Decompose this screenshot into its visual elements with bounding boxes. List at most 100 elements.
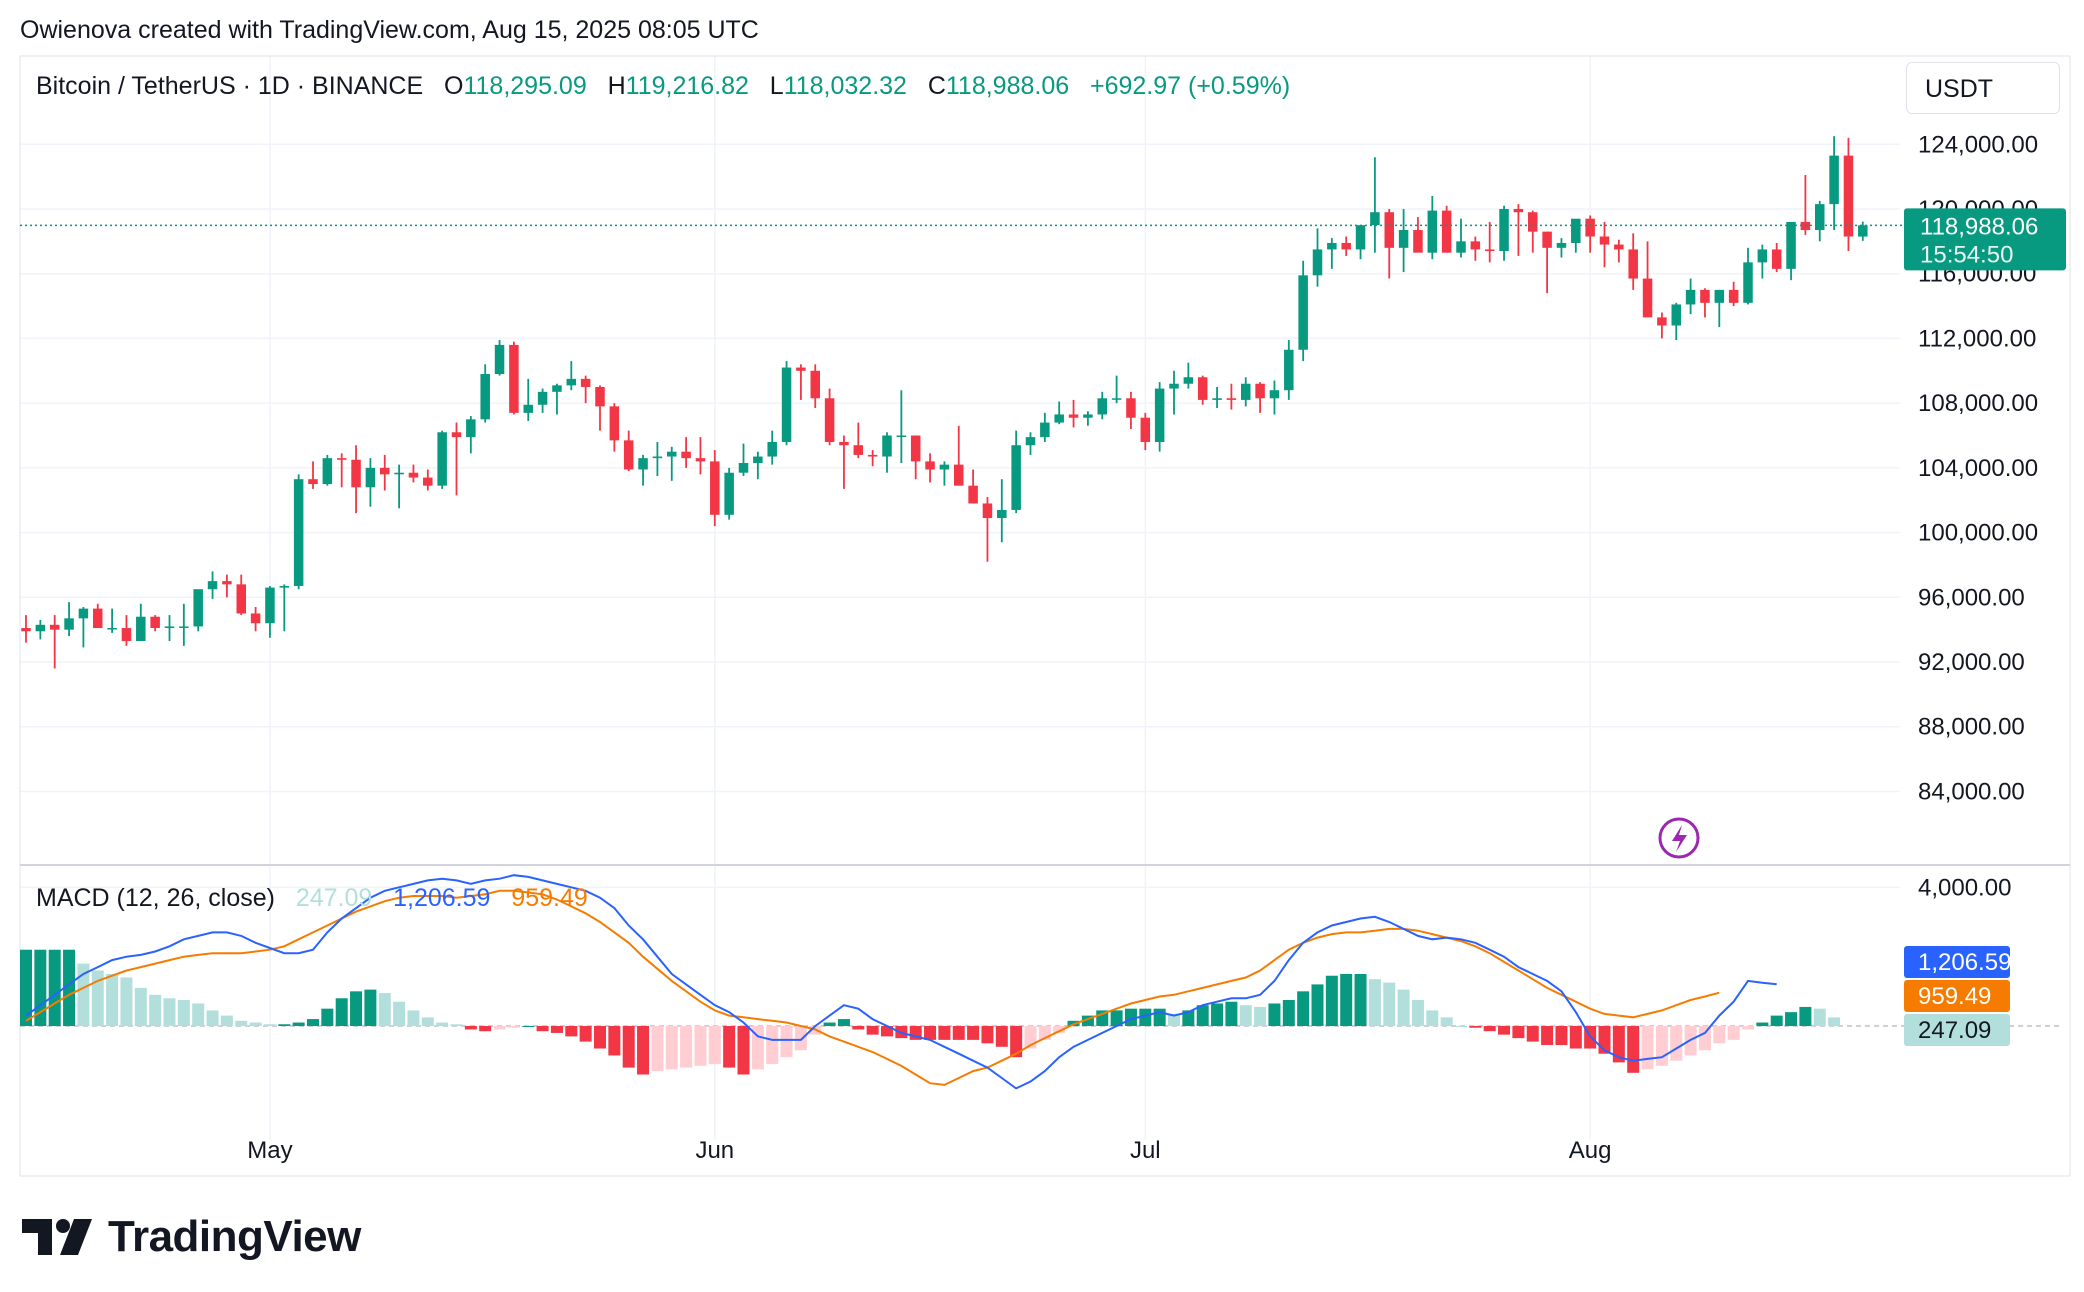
tradingview-logo[interactable]: TradingView: [22, 1212, 361, 1262]
macd-histogram-tag-bg: [1904, 1014, 2010, 1046]
macd-histogram-tag-text: 247.09: [1918, 1017, 1991, 1044]
candle-body: [78, 608, 89, 619]
macd-indicator-name[interactable]: MACD (12, 26, close): [36, 884, 275, 912]
macd-histogram-bar: [63, 949, 76, 1026]
macd-histogram-bar: [1799, 1006, 1812, 1026]
macd-histogram-bar: [1110, 1010, 1123, 1026]
candle-body: [1542, 231, 1552, 248]
macd-histogram-bar: [106, 974, 119, 1026]
macd-histogram-bar: [450, 1024, 463, 1026]
macd-line-tag-bg: [1904, 946, 2010, 978]
candle-body: [408, 472, 419, 478]
macd-histogram-bar: [364, 989, 377, 1026]
candle-body: [437, 432, 447, 486]
candle-body: [1642, 278, 1653, 318]
macd-histogram-bar: [924, 1026, 937, 1040]
last-price-tag-bg: [1904, 208, 2066, 271]
macd-histogram-bar: [536, 1026, 549, 1032]
macd-histogram-bar: [1742, 1026, 1754, 1030]
macd-histogram-bar: [608, 1026, 621, 1056]
macd-histogram-bar: [1168, 1013, 1180, 1026]
macd-signal-tag-bg: [1904, 980, 2010, 1012]
candle-body: [1599, 236, 1610, 245]
macd-histogram-bar: [1612, 1026, 1625, 1063]
lightning-icon[interactable]: [1658, 817, 1700, 859]
macd-histogram-bar: [292, 1022, 305, 1026]
price-axis[interactable]: 84,000.00 88,000.00 92,000.00 96,000.00 100,…: [1918, 131, 2038, 1040]
macd-histogram-bar: [1713, 1026, 1726, 1044]
macd-histogram-bar: [407, 1010, 420, 1026]
macd-line: [25, 874, 1777, 1090]
candle-body: [609, 406, 620, 441]
macd-histogram-bar: [881, 1026, 893, 1037]
macd-histogram-bar: [967, 1026, 980, 1040]
candle-body: [1499, 208, 1509, 252]
currency-selector[interactable]: USDT: [1906, 62, 2060, 114]
candle-body: [810, 370, 820, 399]
macd-histogram-bar: [680, 1026, 693, 1068]
candle-body: [1628, 249, 1638, 279]
macd-histogram-bar: [938, 1026, 951, 1040]
candle-body: [753, 456, 763, 464]
candle-body: [1169, 383, 1179, 389]
symbol-legend[interactable]: Bitcoin / TetherUS · 1D · BINANCE O118,2…: [36, 72, 1290, 101]
candle-body: [767, 441, 777, 457]
macd-histogram-bar: [594, 1026, 606, 1049]
macd-histogram-bar: [1254, 1006, 1267, 1026]
candle-body: [1427, 210, 1438, 253]
high-label: H: [607, 72, 626, 100]
close-label: C: [927, 72, 946, 100]
candle-body: [1255, 383, 1265, 399]
macd-histogram-bar: [493, 1026, 506, 1030]
macd-histogram-bar: [350, 991, 363, 1026]
candle-body: [49, 624, 60, 630]
macd-histogram-bar: [378, 993, 391, 1026]
candle-body: [954, 464, 964, 486]
candle-body: [710, 461, 720, 515]
candle-body: [882, 435, 892, 457]
macd-histogram-bar: [1756, 1022, 1769, 1026]
candle-body: [1212, 398, 1222, 400]
macd-histogram-bar: [1411, 1000, 1424, 1026]
macd-histogram-bar: [1268, 1003, 1281, 1026]
macd-histogram-bar: [249, 1022, 262, 1026]
macd-histogram-bar: [1569, 1026, 1582, 1049]
macd-histogram-bar: [565, 1026, 578, 1037]
symbol-name[interactable]: Bitcoin / TetherUS · 1D · BINANCE: [36, 72, 424, 100]
candle-body: [1757, 249, 1768, 263]
candle-body: [365, 467, 376, 488]
macd-signal-value: 959.49: [511, 884, 588, 912]
candle-body: [1298, 275, 1308, 350]
candle-body: [1269, 390, 1280, 399]
countdown-timer: 15:54:50: [1920, 241, 2013, 268]
macd-histogram-bar: [723, 1026, 736, 1068]
candle-body: [552, 385, 562, 392]
macd-histogram-bar: [421, 1017, 434, 1026]
candle-body: [150, 616, 160, 629]
macd-histogram-bar: [1698, 1026, 1711, 1051]
candle-body: [107, 628, 117, 630]
candle-body: [738, 463, 749, 473]
price-tick-label: 84,000.00: [1918, 778, 2025, 805]
time-tick-label: Jun: [695, 1137, 734, 1164]
candle-body: [207, 581, 218, 590]
macd-histogram-bar: [192, 1003, 205, 1026]
macd-histogram-bar: [550, 1026, 563, 1033]
candle-body: [1556, 242, 1567, 248]
macd-legend[interactable]: MACD (12, 26, close) 247.09 1,206.59 959…: [36, 884, 588, 913]
high-value: 119,216.82: [625, 72, 749, 100]
macd-histogram-bar: [1282, 1000, 1295, 1026]
candle-body: [136, 616, 146, 641]
macd-histogram-bar: [1325, 975, 1338, 1026]
candlestick-series: [21, 136, 1868, 669]
time-axis[interactable]: May Jun Jul Aug: [247, 1137, 1611, 1164]
candle-body: [1327, 242, 1337, 250]
macd-histogram-bar: [1727, 1026, 1740, 1040]
candle-body: [1456, 241, 1466, 253]
candle-body: [1829, 155, 1839, 205]
open-label: O: [444, 72, 464, 100]
grid-lines: [20, 56, 1900, 1140]
candle-body: [451, 432, 462, 438]
time-tick-label: Aug: [1569, 1137, 1612, 1164]
